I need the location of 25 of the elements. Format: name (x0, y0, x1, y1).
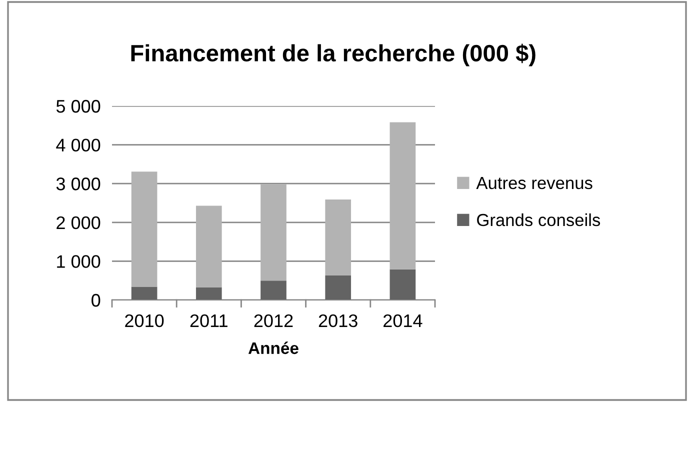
bar (390, 122, 416, 270)
y-tick-label: 1 000 (57, 255, 100, 268)
bar (196, 206, 222, 288)
bar (260, 280, 286, 300)
y-tick-label: 3 000 (56, 178, 100, 190)
bar (325, 276, 352, 300)
bar (196, 287, 222, 300)
y-tick-label: 5 000 (56, 100, 100, 113)
x-tick-label: 2012 (254, 314, 293, 328)
y-tick-label: 2 000 (56, 216, 100, 230)
legend-label: Grands conseils (477, 213, 600, 226)
x-tick-label: 2014 (384, 314, 422, 328)
bar (131, 172, 158, 287)
bar (390, 269, 416, 300)
x-axis-title: Année (248, 342, 298, 354)
y-tick-label: 4 000 (56, 138, 100, 152)
chart-title: Financement de la recherche (000 $) (131, 44, 536, 66)
bar (325, 200, 352, 276)
legend-label: Autres revenus (476, 177, 592, 190)
bar (131, 286, 158, 300)
y-tick-label: 0 (92, 294, 100, 307)
bar (260, 184, 286, 281)
x-tick-label: 2010 (125, 314, 164, 328)
x-tick-label: 2011 (190, 314, 228, 328)
x-tick-label: 2013 (318, 314, 358, 328)
